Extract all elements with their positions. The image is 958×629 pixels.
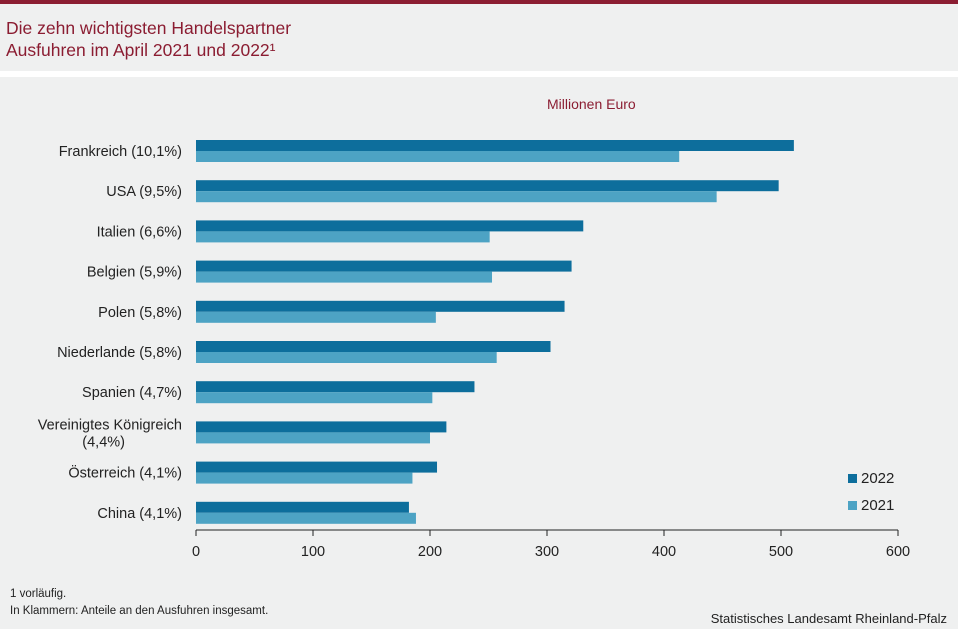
- bar-2022-5: [196, 300, 565, 312]
- bar-2021-8: [196, 432, 430, 444]
- bar-2022-3: [196, 220, 584, 232]
- category-label-1: Frankreich (10,1%): [59, 144, 182, 160]
- bar-2021-4: [196, 271, 493, 283]
- category-label-4: Belgien (5,9%): [87, 265, 182, 281]
- x-tick-label-300: 300: [535, 544, 559, 560]
- bar-2021-9: [196, 472, 413, 484]
- top-accent-bar: [0, 0, 958, 4]
- bar-2022-8: [196, 421, 447, 433]
- title-line-1: Die zehn wichtigsten Handelspartner: [6, 18, 292, 38]
- category-label-6: Niederlande (5,8%): [57, 345, 182, 361]
- legend-item-2022: 2022: [848, 465, 894, 492]
- bar-2021-10: [196, 512, 416, 524]
- x-tick-label-100: 100: [301, 544, 325, 560]
- legend-item-2021: 2021: [848, 492, 894, 519]
- footnote-shares: In Klammern: Anteile an den Ausfuhren in…: [10, 605, 269, 617]
- category-label-8: Vereinigtes Königreich (4,4%): [38, 417, 182, 450]
- legend-swatch-2021: [848, 501, 857, 510]
- legend: 2022 2021: [848, 465, 894, 519]
- x-tick-label-500: 500: [769, 544, 793, 560]
- footnote-provisional: 1 vorläufig.: [10, 588, 67, 600]
- x-tick-label-400: 400: [652, 544, 676, 560]
- bar-2022-9: [196, 461, 438, 473]
- chart-title: Die zehn wichtigsten Handelspartner Ausf…: [6, 17, 291, 61]
- bar-2021-2: [196, 191, 717, 203]
- bar-2022-6: [196, 341, 551, 352]
- bar-2021-6: [196, 352, 497, 363]
- x-tick-label-200: 200: [418, 544, 442, 560]
- x-tick-label-0: 0: [192, 544, 200, 560]
- x-tick-label-600: 600: [886, 544, 910, 560]
- legend-label-2022: 2022: [861, 470, 895, 487]
- source-label: Statistisches Landesamt Rheinland-Pfalz: [710, 611, 947, 626]
- category-label-10: China (4,1%): [97, 506, 182, 522]
- bar-2022-7: [196, 381, 475, 393]
- bar-2021-5: [196, 311, 436, 323]
- unit-label: Millionen Euro: [547, 96, 636, 112]
- bar-2022-4: [196, 260, 572, 272]
- bar-2021-3: [196, 231, 490, 243]
- bar-2022-2: [196, 180, 779, 192]
- category-label-7: Spanien (4,7%): [82, 385, 182, 401]
- category-label-9: Österreich (4,1%): [68, 464, 182, 482]
- category-label-2: USA (9,5%): [106, 184, 182, 200]
- legend-swatch-2022: [848, 474, 857, 483]
- bar-2021-1: [196, 151, 680, 162]
- legend-label-2021: 2021: [861, 497, 895, 514]
- bar-2021-7: [196, 392, 433, 404]
- bar-2022-1: [196, 140, 794, 151]
- title-line-2: Ausfuhren im April 2021 und 2022¹: [6, 40, 276, 60]
- bar-2022-10: [196, 501, 409, 513]
- category-label-5: Polen (5,8%): [98, 305, 182, 321]
- category-label-3: Italien (6,6%): [97, 224, 182, 240]
- title-divider: [0, 71, 958, 77]
